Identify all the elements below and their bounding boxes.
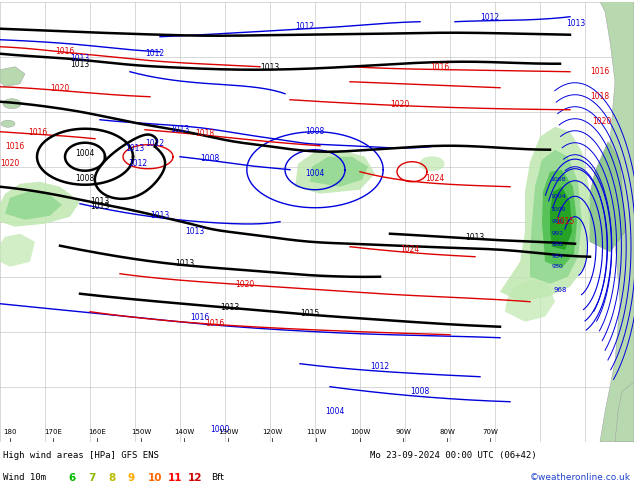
Text: 6: 6 xyxy=(68,473,75,483)
Text: 1016: 1016 xyxy=(205,319,224,328)
Polygon shape xyxy=(295,150,375,194)
Text: 1015: 1015 xyxy=(301,309,320,318)
Text: 1012: 1012 xyxy=(295,22,314,31)
Text: 1008: 1008 xyxy=(200,154,219,163)
Text: 1013: 1013 xyxy=(171,125,190,134)
Text: 1013: 1013 xyxy=(91,202,110,211)
Text: 1018: 1018 xyxy=(195,129,214,138)
Text: 1016: 1016 xyxy=(430,63,450,72)
Polygon shape xyxy=(530,150,582,284)
Text: 1012: 1012 xyxy=(129,159,148,168)
Text: 1016: 1016 xyxy=(190,313,210,322)
Text: 180: 180 xyxy=(3,429,16,435)
Text: 1000: 1000 xyxy=(550,207,566,212)
Text: 1018: 1018 xyxy=(590,92,609,101)
Ellipse shape xyxy=(3,98,21,109)
Text: High wind areas [HPa] GFS ENS: High wind areas [HPa] GFS ENS xyxy=(3,451,159,460)
Text: 1012: 1012 xyxy=(370,362,389,371)
Text: ©weatheronline.co.uk: ©weatheronline.co.uk xyxy=(530,473,631,482)
Text: 1008: 1008 xyxy=(306,127,325,136)
Text: 1004: 1004 xyxy=(325,407,345,416)
Text: 1000: 1000 xyxy=(210,425,230,434)
Text: 10: 10 xyxy=(148,473,162,483)
Text: 1008: 1008 xyxy=(550,177,566,182)
Text: 1020: 1020 xyxy=(592,117,612,126)
Text: 1013: 1013 xyxy=(126,144,145,153)
Text: 1016: 1016 xyxy=(5,142,25,151)
Text: 170E: 170E xyxy=(44,429,62,435)
Polygon shape xyxy=(505,280,555,322)
Text: 1013: 1013 xyxy=(261,63,280,72)
Text: 1013: 1013 xyxy=(185,227,205,236)
Text: 160E: 160E xyxy=(88,429,106,435)
Ellipse shape xyxy=(1,120,15,127)
Text: 1013: 1013 xyxy=(176,259,195,268)
Text: 1016: 1016 xyxy=(55,47,75,56)
Text: 150W: 150W xyxy=(131,429,151,435)
Text: 120W: 120W xyxy=(262,429,282,435)
Text: 100W: 100W xyxy=(350,429,370,435)
Text: 1008: 1008 xyxy=(75,174,94,183)
Text: 1020: 1020 xyxy=(1,159,20,168)
Text: 1013: 1013 xyxy=(465,233,484,242)
Polygon shape xyxy=(5,192,62,220)
Text: 1020: 1020 xyxy=(50,84,70,93)
Text: 992: 992 xyxy=(552,231,564,236)
Text: 1013: 1013 xyxy=(566,19,586,28)
Ellipse shape xyxy=(420,156,444,171)
Text: 1013: 1013 xyxy=(91,197,110,206)
Text: 1013: 1013 xyxy=(70,54,89,63)
Text: 1012: 1012 xyxy=(481,13,500,22)
Text: 130W: 130W xyxy=(218,429,238,435)
Text: Wind 10m: Wind 10m xyxy=(3,473,46,482)
Text: 1013: 1013 xyxy=(150,211,170,220)
Text: 1024: 1024 xyxy=(425,174,444,183)
Polygon shape xyxy=(0,67,25,87)
Text: 1020: 1020 xyxy=(235,280,255,289)
Polygon shape xyxy=(550,187,572,250)
Polygon shape xyxy=(0,182,80,227)
Text: 8: 8 xyxy=(108,473,115,483)
Text: Bft: Bft xyxy=(211,473,224,482)
Text: Mo 23-09-2024 00:00 UTC (06+42): Mo 23-09-2024 00:00 UTC (06+42) xyxy=(370,451,536,460)
Text: 988: 988 xyxy=(552,242,564,247)
Text: 1016: 1016 xyxy=(590,67,610,76)
Text: 1008: 1008 xyxy=(410,387,430,396)
Text: 1024: 1024 xyxy=(401,245,420,254)
Text: 70W: 70W xyxy=(482,429,498,435)
Text: 1004: 1004 xyxy=(306,169,325,178)
Text: 80W: 80W xyxy=(439,429,455,435)
Polygon shape xyxy=(542,170,577,268)
Text: 1004: 1004 xyxy=(550,194,566,199)
Text: 996: 996 xyxy=(552,219,564,224)
Text: 12: 12 xyxy=(188,473,202,483)
Text: 90W: 90W xyxy=(395,429,411,435)
Polygon shape xyxy=(500,127,590,302)
Polygon shape xyxy=(588,142,625,252)
Text: 980: 980 xyxy=(552,264,564,269)
Text: 1016: 1016 xyxy=(29,128,48,137)
Text: 1004: 1004 xyxy=(75,149,94,158)
Polygon shape xyxy=(600,2,634,441)
Text: 1015: 1015 xyxy=(555,217,574,226)
Text: 984: 984 xyxy=(552,254,564,259)
Text: 11: 11 xyxy=(168,473,183,483)
Text: 1020: 1020 xyxy=(391,100,410,109)
Text: 7: 7 xyxy=(88,473,95,483)
Text: 968: 968 xyxy=(553,287,567,293)
Polygon shape xyxy=(310,157,368,187)
Text: 1012: 1012 xyxy=(145,49,165,58)
Text: 110W: 110W xyxy=(306,429,326,435)
Text: 9: 9 xyxy=(128,473,135,483)
Text: 1013: 1013 xyxy=(70,60,89,69)
Text: 1012: 1012 xyxy=(145,139,165,148)
Text: 1013: 1013 xyxy=(221,303,240,312)
Polygon shape xyxy=(615,382,634,441)
Text: 140W: 140W xyxy=(174,429,194,435)
Polygon shape xyxy=(0,234,35,267)
